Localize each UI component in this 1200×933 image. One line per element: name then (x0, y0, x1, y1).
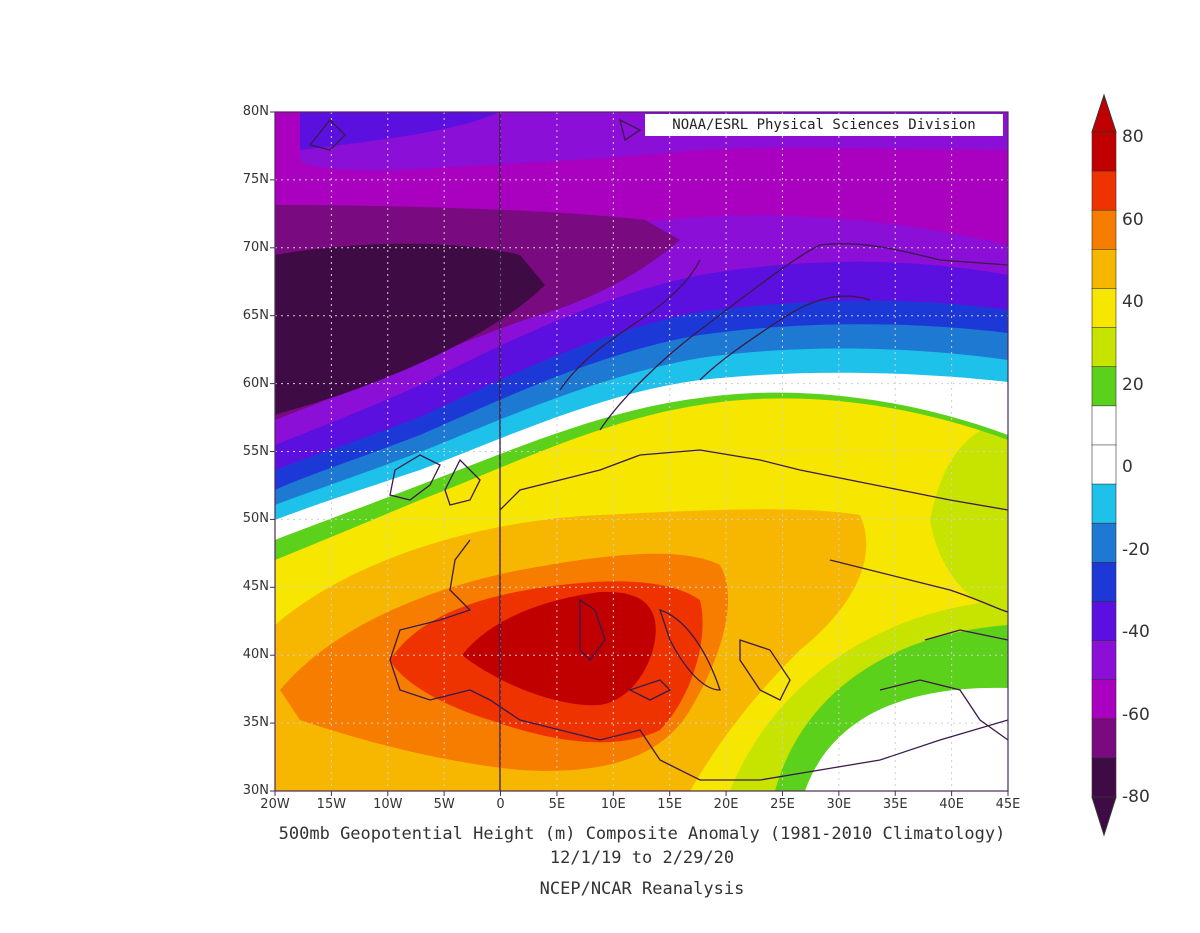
colorbar-cell (1091, 718, 1117, 759)
lat-label: 45N (242, 579, 269, 595)
colorbar-label: 0 (1122, 457, 1133, 477)
band-m60 (275, 112, 1008, 410)
coastlines (308, 118, 1008, 781)
colorbar-bottom-arrow (1091, 796, 1117, 837)
colorbar-cell (1091, 679, 1117, 720)
credit-label: NOAA/ESRL Physical Sciences Division (645, 114, 1003, 136)
lon-label: 25E (770, 797, 795, 812)
lon-label: 30E (826, 797, 852, 812)
lat-label: 50N (242, 511, 269, 527)
lon-label: 10W (373, 797, 403, 812)
colorbar-cell (1091, 327, 1117, 368)
lat-label: 40N (242, 647, 269, 663)
data-source: NCEP/NCAR Reanalysis (539, 879, 745, 899)
colorbar-cell (1091, 522, 1117, 564)
band-80 (462, 591, 656, 706)
band-ring-white (805, 687, 1008, 791)
lat-label: 55N (242, 443, 269, 459)
colorbar-cell (1091, 288, 1117, 329)
colorbar-cell (1091, 444, 1117, 485)
colorbar-label: 40 (1122, 292, 1144, 312)
lat-label: 80N (242, 104, 269, 119)
band-20-east (930, 420, 1008, 615)
lon-label: 5W (433, 797, 455, 812)
colorbar-top-arrow (1091, 93, 1117, 133)
lat-label: 35N (242, 715, 269, 731)
colorbar-cell (1091, 757, 1117, 798)
colorbar-cell (1091, 561, 1117, 603)
colorbar-cell (1091, 601, 1117, 642)
lat-label: 30N (242, 783, 269, 798)
colorbar-cell (1091, 209, 1117, 251)
lon-label: 10E (600, 797, 626, 812)
colorbar (1091, 93, 1117, 837)
band-m80 (275, 243, 545, 415)
colorbar-label: -40 (1122, 622, 1150, 642)
colorbar-cell (1091, 170, 1117, 212)
colorbar-label: -60 (1122, 704, 1150, 725)
graticule (275, 112, 1008, 791)
lat-label: 70N (242, 239, 269, 255)
colorbar-label: -20 (1122, 539, 1150, 560)
colorbar-label: -80 (1122, 787, 1150, 807)
lon-label: 20W (260, 797, 290, 812)
colorbar-cell (1091, 366, 1117, 407)
lon-label: 5E (548, 797, 566, 812)
colorbar-label: 80 (1122, 127, 1144, 147)
lon-label: 0 (496, 797, 505, 812)
lon-label: 15E (657, 797, 683, 812)
lon-label: 45E (995, 797, 1021, 812)
colorbar-cell (1091, 249, 1117, 290)
colorbar-cell (1091, 131, 1117, 172)
lon-label: 35E (882, 797, 908, 812)
band-ring-lime (730, 600, 1008, 791)
lon-label: 40E (939, 797, 964, 812)
colorbar-cell (1091, 405, 1117, 446)
lat-label: 60N (242, 375, 269, 391)
lat-label: 65N (242, 307, 269, 323)
colorbar-label: 60 (1122, 209, 1144, 230)
colorbar-cell (1091, 640, 1117, 681)
lon-label: 15W (316, 797, 347, 812)
lon-label: 20E (713, 797, 739, 812)
map-title: 500mb Geopotential Height (m) Composite … (278, 824, 1006, 844)
axis-ticks (270, 111, 1009, 796)
colorbar-cell (1091, 483, 1117, 524)
anomaly-field (275, 112, 1008, 791)
lat-label: 75N (242, 171, 269, 187)
band-m50-top (300, 112, 500, 150)
date-range: 12/1/19 to 2/29/20 (549, 848, 735, 868)
colorbar-label: 20 (1122, 374, 1144, 395)
